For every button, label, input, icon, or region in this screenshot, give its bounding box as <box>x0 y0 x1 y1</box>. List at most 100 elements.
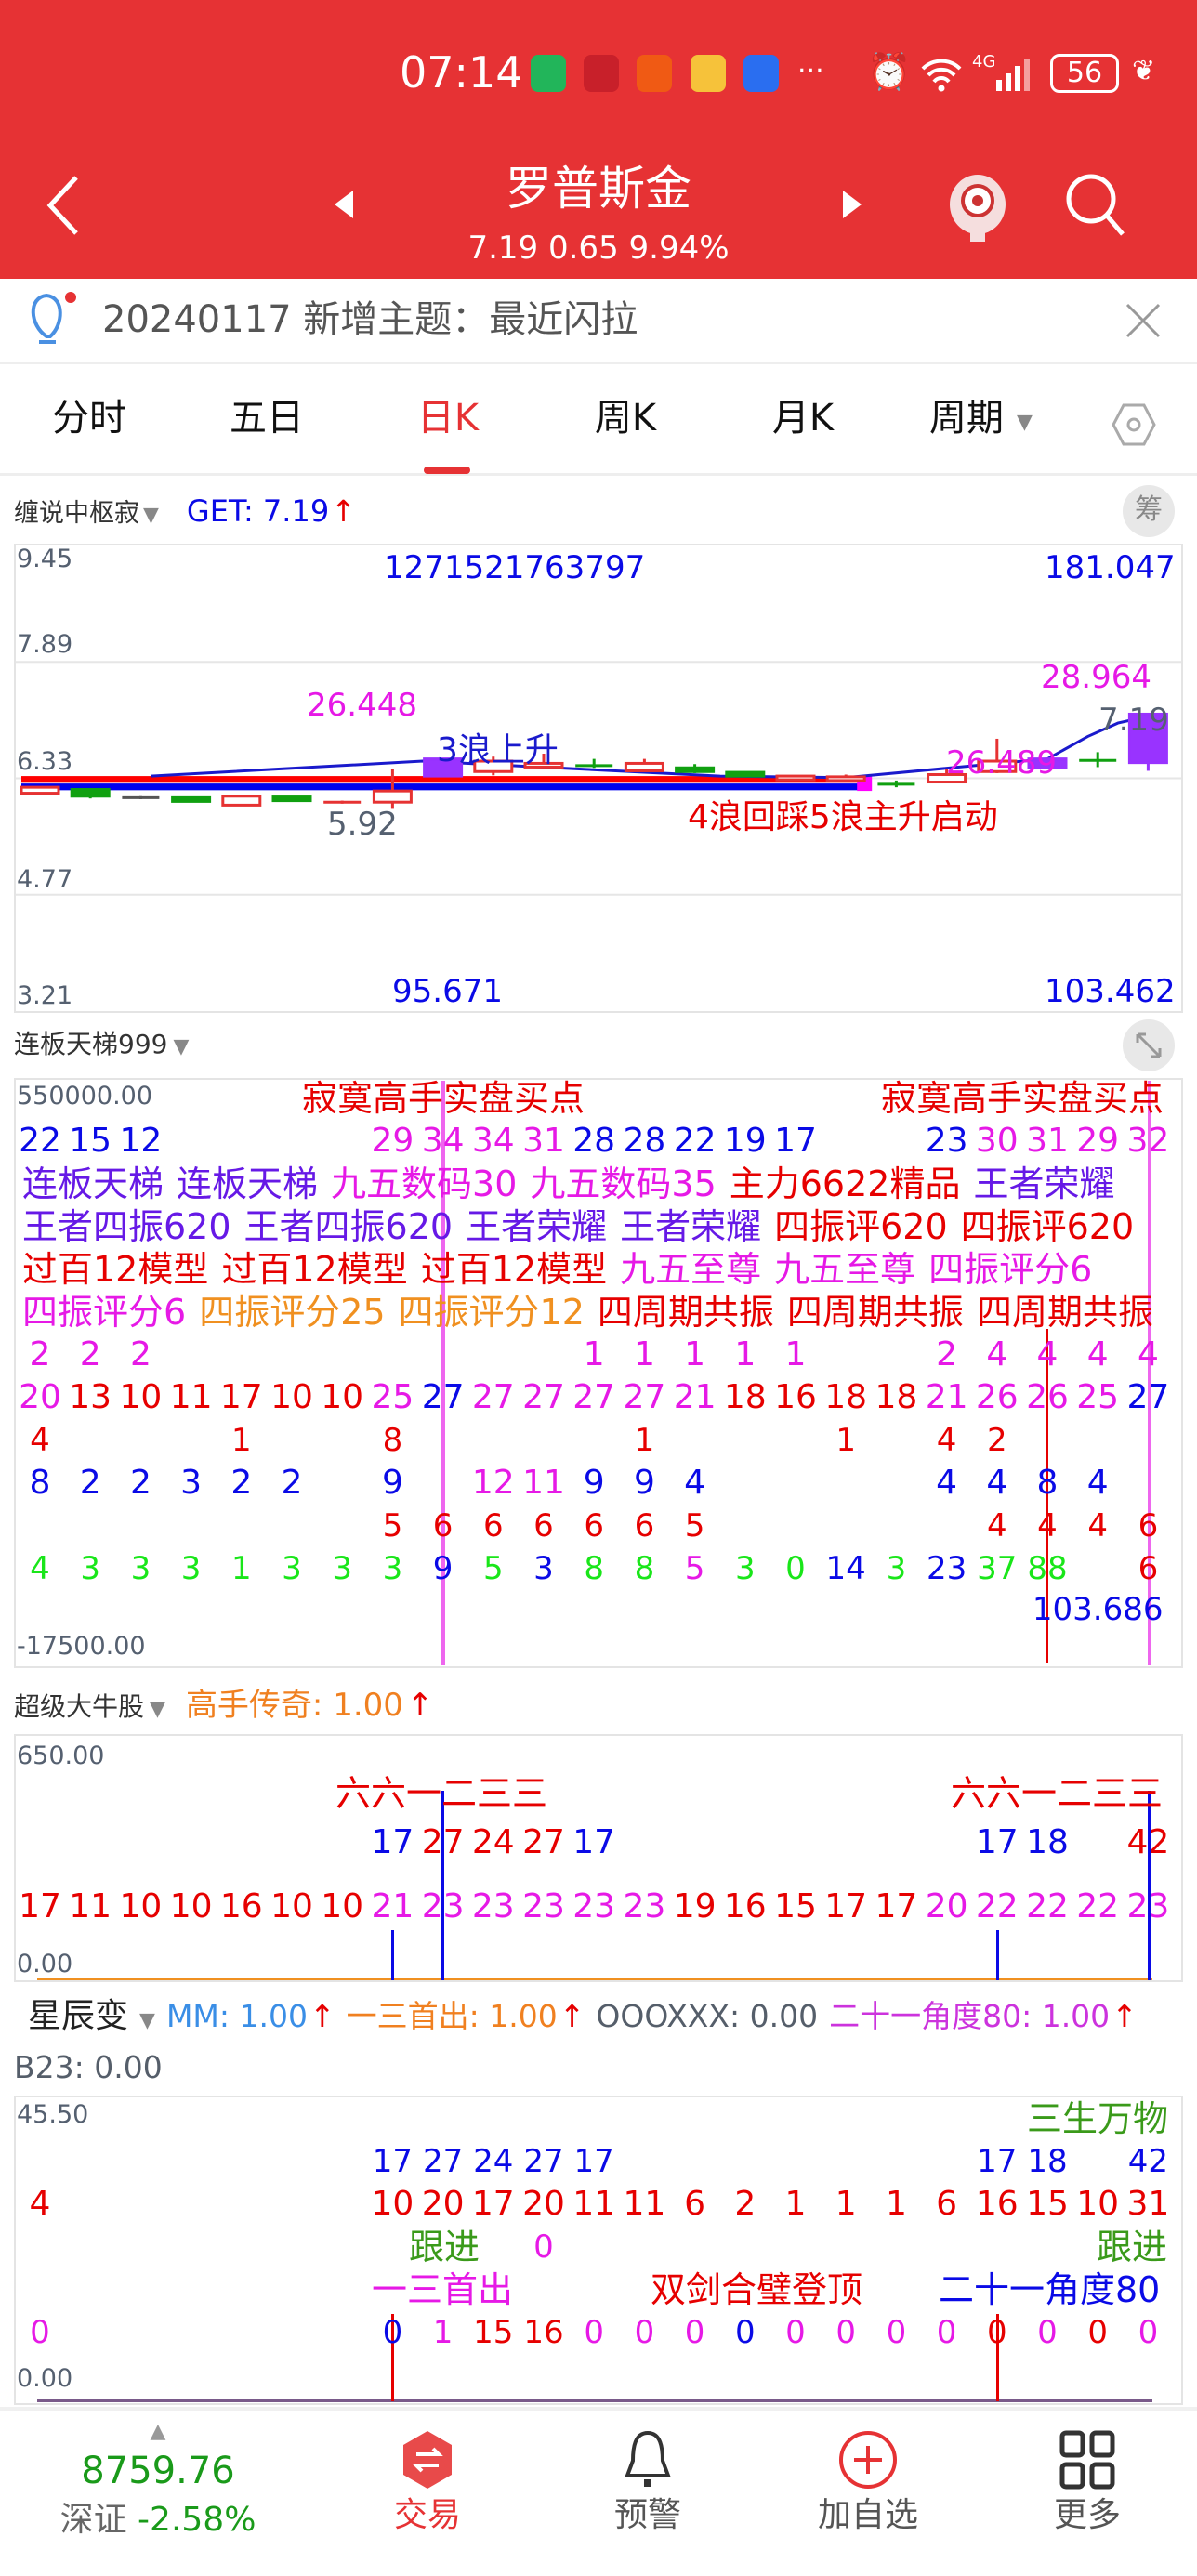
model-label: 过百12模型 <box>420 1249 608 1290</box>
candle-body <box>1027 757 1068 769</box>
bar-value: 1 <box>885 2185 907 2223</box>
nav-trade-label: 交易 <box>393 2496 462 2534</box>
nav-alert-label: 预警 <box>613 2496 682 2534</box>
main-chart[interactable] <box>14 544 1183 1013</box>
bar-value: 6 <box>432 1507 454 1544</box>
nav-add-watchlist[interactable]: 加自选 <box>818 2429 918 2532</box>
candlestick-chart[interactable] <box>16 545 1181 1011</box>
ladder-label: 连板天梯 <box>177 1163 319 1204</box>
bar-value: 11 <box>69 1887 112 1925</box>
chip-distribution-button[interactable]: 筹 <box>1123 485 1175 537</box>
bar-value: 25 <box>1076 1378 1120 1416</box>
bar-value: 103.686 <box>1032 1591 1164 1628</box>
king-glory-label: 王者荣耀 <box>973 1163 1115 1204</box>
notice-text[interactable]: 20240117 新增主题：最近闪拉 <box>102 298 638 341</box>
search-icon[interactable] <box>1061 167 1130 242</box>
bar-value: 0 <box>785 1550 806 1587</box>
bar-value: 4 <box>1137 1335 1159 1373</box>
candle-body <box>825 775 866 782</box>
bar-value: 11 <box>169 1378 213 1416</box>
up-arrow-icon: ↑ <box>559 1998 585 2034</box>
tab-daily-k[interactable]: 日K <box>416 397 480 440</box>
bar-value: 3 <box>180 1464 203 1502</box>
next-stock-icon[interactable] <box>841 189 863 220</box>
bar-value: 29 <box>1076 1122 1120 1160</box>
index-change[interactable]: 深证 -2.58% <box>60 2504 256 2537</box>
signal-line <box>391 2314 394 2401</box>
bull-chart[interactable] <box>14 1734 1183 1982</box>
bar-value: 3 <box>180 1550 202 1587</box>
bar-value: 8 <box>1036 1464 1059 1502</box>
main-indicator-header: 缠说中枢寂 ▼ GET: 7.19 ↑ <box>14 496 356 526</box>
angle-value: 二十一角度80: 1.00 <box>829 1998 1111 2034</box>
bar-value: 15 <box>774 1887 817 1925</box>
bar-value: 19 <box>723 1122 767 1160</box>
bar-value: 22 <box>1026 1887 1069 1925</box>
bar-value: 34 <box>421 1122 465 1160</box>
tab-five-day[interactable]: 五日 <box>230 397 304 440</box>
period-dropdown-icon[interactable]: ▼ <box>1017 411 1033 434</box>
star-chart[interactable] <box>14 2096 1183 2405</box>
bar-value: 16 <box>523 2314 564 2351</box>
oooxxx-value: OOOXXX: 0.00 <box>596 1998 819 2034</box>
previous-stock-icon[interactable] <box>333 189 355 220</box>
app-notification-icon <box>531 55 566 92</box>
bar-value: 3 <box>282 1550 302 1587</box>
bar-value: 18 <box>1027 2143 1068 2180</box>
stock-title: 罗普斯金 <box>506 162 691 216</box>
first-out-label: 一三首出 <box>372 2269 514 2310</box>
bar-value: 0 <box>584 2314 605 2351</box>
score-label: 四振评分6 <box>22 1292 187 1333</box>
bar-value: 17 <box>372 2143 414 2180</box>
nav-more[interactable]: 更多 <box>1054 2429 1121 2532</box>
back-chevron-icon[interactable] <box>45 175 82 236</box>
bar-value: 20 <box>19 1378 61 1416</box>
bull-indicator-selector[interactable]: 超级大牛股 <box>14 1691 145 1722</box>
expand-button[interactable] <box>1123 1019 1175 1071</box>
index-expand-icon[interactable]: ▲ <box>150 2420 166 2443</box>
ladder-indicator-selector[interactable]: 连板天梯999 <box>14 1029 168 1059</box>
bar-value: 5 <box>684 1550 705 1587</box>
expand-icon <box>1136 1032 1162 1058</box>
bar-value: 27 <box>522 1823 565 1861</box>
tab-intraday[interactable]: 分时 <box>52 397 126 440</box>
mascot-icon[interactable] <box>944 165 1011 243</box>
y-tick: 550000.00 <box>17 1082 153 1111</box>
king-label: 王者四振620 <box>243 1206 454 1247</box>
ladder-chart[interactable] <box>14 1078 1183 1668</box>
tab-period[interactable]: 周期 <box>929 397 1004 440</box>
index-value[interactable]: 8759.76 <box>81 2450 235 2492</box>
candle-body <box>473 759 514 773</box>
notice-bar[interactable]: 20240117 新增主题：最近闪拉 <box>0 279 1197 364</box>
nav-alert[interactable]: 预警 <box>614 2429 681 2532</box>
star-indicator-selector[interactable]: 星辰变 <box>28 1997 129 2035</box>
bar-value: 23 <box>1126 1887 1170 1925</box>
tab-weekly-k[interactable]: 周K <box>594 397 657 440</box>
bar-value: 1 <box>784 1335 807 1373</box>
candle-body <box>775 774 816 782</box>
ladder-label: 连板天梯 <box>22 1163 164 1204</box>
leaf-icon: ❦ <box>1132 55 1156 87</box>
status-time: 07:14 <box>400 47 523 98</box>
bar-value: 10 <box>119 1887 163 1925</box>
bar-value: 9 <box>633 1464 655 1502</box>
indicator-dropdown-icon[interactable]: ▼ <box>139 2009 155 2032</box>
main-indicator-selector[interactable]: 缠说中枢寂 <box>14 499 139 528</box>
bar-value: 32 <box>1126 1122 1170 1160</box>
indicator-dropdown-icon[interactable]: ▼ <box>150 1698 165 1721</box>
settings-hexagon-icon[interactable] <box>1111 401 1157 448</box>
indicator-dropdown-icon[interactable]: ▼ <box>143 504 159 527</box>
bar-value: 3 <box>130 1550 151 1587</box>
candle-body <box>221 795 262 807</box>
signal-line <box>996 2314 999 2401</box>
close-icon[interactable] <box>1122 299 1164 342</box>
candle-body <box>423 757 464 778</box>
buy-point-label: 寂寞高手实盘买点 <box>302 1078 585 1119</box>
bar-value: 6 <box>482 1507 504 1544</box>
bar-value: 3 <box>734 1550 756 1587</box>
bar-value: 8 <box>29 1464 51 1502</box>
nav-trade[interactable]: 交易 <box>394 2429 461 2532</box>
y-tick: 9.45 <box>17 545 73 573</box>
indicator-dropdown-icon[interactable]: ▼ <box>173 1035 190 1058</box>
tab-monthly-k[interactable]: 月K <box>771 397 835 440</box>
